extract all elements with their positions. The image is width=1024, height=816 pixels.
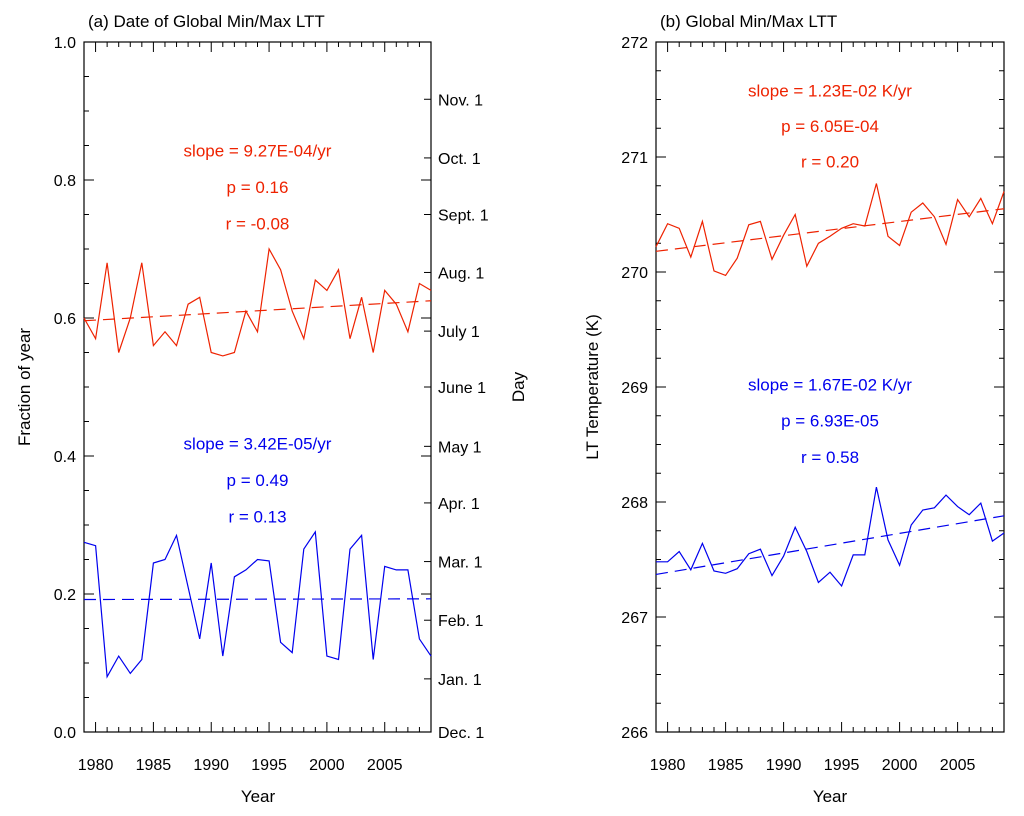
- y2-tick-label: Dec. 1: [438, 725, 484, 742]
- max-annotation: slope = 1.23E-02 K/yr: [748, 81, 912, 100]
- y2-tick-label: Jan. 1: [438, 672, 482, 689]
- min-series-line: [83, 530, 432, 679]
- panel-a-annotations: slope = 9.27E-04/yr p = 0.16 r = -0.08 slop…: [184, 141, 332, 526]
- x-tick-label: 1995: [824, 757, 860, 774]
- y-tick-label: 0.0: [54, 725, 76, 742]
- x-tick-label: 1995: [251, 757, 287, 774]
- panel-a-y2-axis: Dec. 1 Jan. 1 Feb. 1 Mar. 1 Apr. 1 May 1 June …: [424, 92, 489, 742]
- max-annotation: slope = 9.27E-04/yr: [184, 141, 332, 160]
- x-tick-label: 2005: [367, 757, 403, 774]
- x-tick-label: 1985: [708, 757, 744, 774]
- y2-tick-label: Nov. 1: [438, 92, 483, 109]
- x-tick-label: 1990: [193, 757, 229, 774]
- max-trend-line: [655, 208, 1005, 252]
- y-tick-label: 0.8: [54, 173, 76, 190]
- y-tick-label: 266: [621, 725, 648, 742]
- y2-tick-label: Feb. 1: [438, 613, 483, 630]
- panel-a-x-axis: 1980 1985 1990 1995 2000 2005: [78, 42, 432, 774]
- min-trend-line: [83, 598, 432, 601]
- y2-tick-label: May 1: [438, 439, 482, 456]
- y-tick-label: 270: [621, 265, 648, 282]
- min-annotation: r = 0.58: [801, 448, 859, 467]
- y-tick-label: 1.0: [54, 35, 76, 52]
- min-annotation: p = 6.93E-05: [781, 411, 879, 430]
- y-tick-label: 272: [621, 35, 648, 52]
- x-tick-label: 2000: [309, 757, 345, 774]
- y-tick-label: 271: [621, 150, 648, 167]
- max-series-line: [655, 183, 1005, 277]
- max-annotation: r = 0.20: [801, 153, 859, 172]
- max-series-line: [83, 247, 432, 357]
- panel-b-x-label: Year: [813, 787, 848, 806]
- y-tick-label: 0.6: [54, 311, 76, 328]
- panel-b-series: [655, 183, 1005, 588]
- x-tick-label: 1980: [78, 757, 114, 774]
- min-series-line: [656, 486, 1005, 588]
- min-annotation: r = 0.13: [228, 508, 286, 527]
- y2-tick-label: Mar. 1: [438, 555, 483, 572]
- y-tick-label: 0.2: [54, 587, 76, 604]
- panel-b-annotations: slope = 1.23E-02 K/yr p = 6.05E-04 r = 0.2…: [748, 81, 912, 467]
- panel-b-y-axis: 266 267 268 269 270 271 272: [621, 35, 1004, 742]
- y-tick-label: 0.4: [54, 449, 76, 466]
- min-annotation: slope = 1.67E-02 K/yr: [748, 376, 912, 395]
- max-annotation: p = 6.05E-04: [781, 117, 879, 136]
- y-tick-label: 267: [621, 610, 648, 627]
- x-tick-label: 2000: [882, 757, 918, 774]
- min-annotation: p = 0.49: [227, 471, 289, 490]
- x-tick-label: 1990: [766, 757, 802, 774]
- panel-a-y-axis: 0.0 0.2 0.4 0.6 0.8 1.0: [54, 35, 431, 742]
- x-tick-label: 1985: [136, 757, 172, 774]
- panel-b-y-label: LT Temperature (K): [583, 314, 602, 460]
- min-trend-line: [655, 515, 1005, 576]
- panel-a-x-label: Year: [241, 787, 276, 806]
- min-annotation: slope = 3.42E-05/yr: [184, 435, 332, 454]
- y-tick-label: 269: [621, 380, 648, 397]
- y2-tick-label: Oct. 1: [438, 151, 481, 168]
- y2-tick-label: June 1: [438, 380, 486, 397]
- y2-tick-label: Aug. 1: [438, 265, 484, 282]
- y2-tick-label: Sept. 1: [438, 208, 489, 225]
- max-annotation: p = 0.16: [227, 178, 289, 197]
- panel-b: (b) Global Min/Max LTT 266 267 268 269 270 27…: [583, 12, 1005, 806]
- y2-tick-label: July 1: [438, 324, 480, 341]
- x-tick-label: 2005: [940, 757, 976, 774]
- panel-b-title: (b) Global Min/Max LTT: [660, 12, 837, 31]
- max-trend-line: [83, 300, 432, 322]
- y2-tick-label: Apr. 1: [438, 496, 480, 513]
- panel-a-series: [83, 247, 432, 679]
- panel-a-y2-label: Day: [509, 371, 528, 402]
- panel-a-title: (a) Date of Global Min/Max LTT: [88, 12, 325, 31]
- panel-a-y-label: Fraction of year: [15, 328, 34, 446]
- max-annotation: r = -0.08: [226, 214, 290, 233]
- panel-a: (a) Date of Global Min/Max LTT 0.0 0.2 0.4…: [15, 12, 528, 806]
- x-tick-label: 1980: [650, 757, 686, 774]
- panel-b-x-axis: 1980 1985 1990 1995 2000 2005: [650, 42, 1005, 774]
- y-tick-label: 268: [621, 495, 648, 512]
